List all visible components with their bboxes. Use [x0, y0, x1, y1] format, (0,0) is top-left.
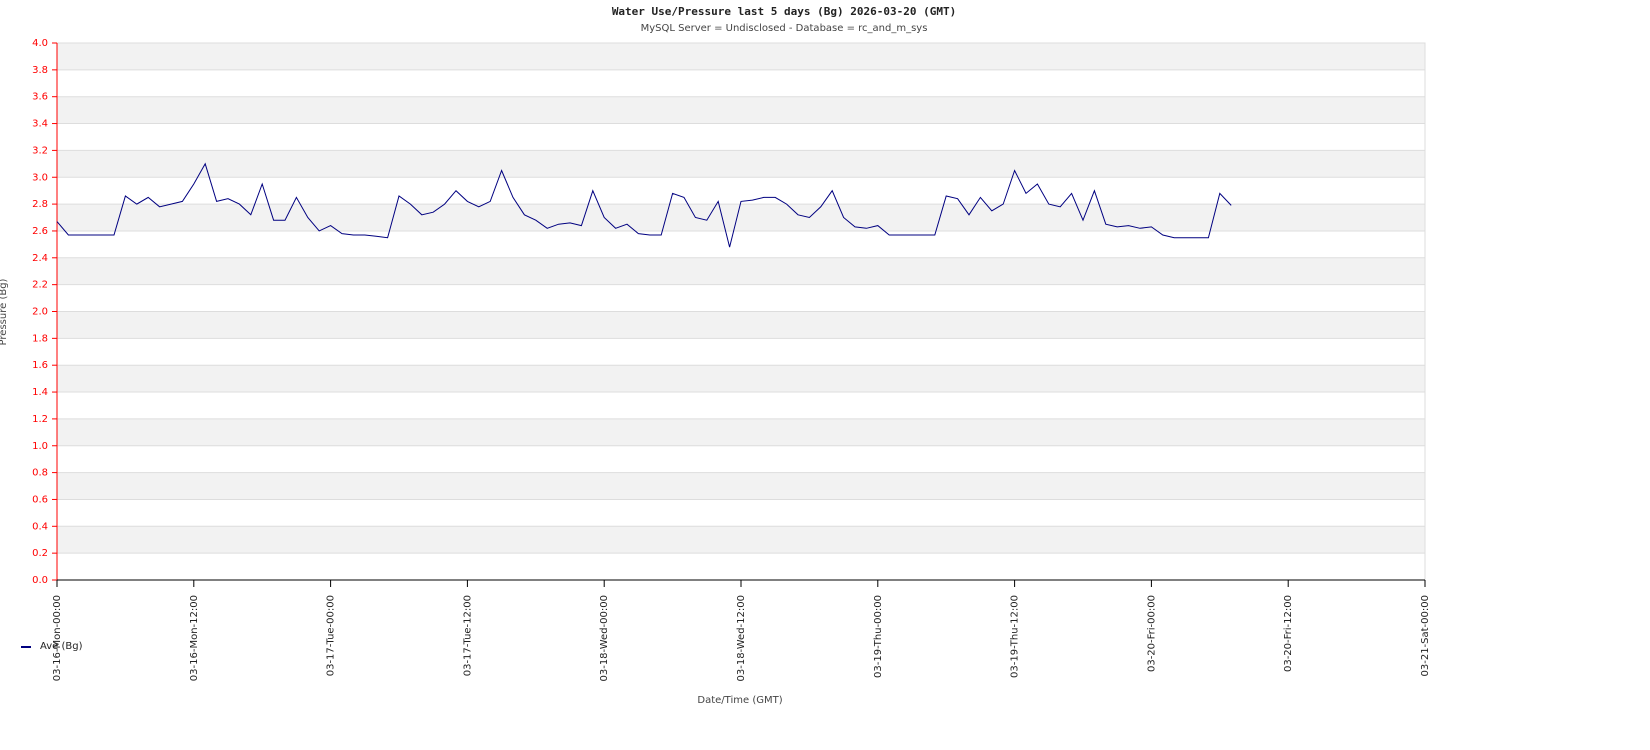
chart-title: Water Use/Pressure last 5 days (Bg) 2026… [612, 5, 956, 18]
y-tick-label: 0.2 [32, 548, 48, 559]
grid-band [57, 418, 1425, 446]
grid-band [57, 365, 1425, 393]
y-tick-label: 3.2 [32, 145, 48, 156]
x-tick-label: 03-19-Thu-12:00 [1010, 595, 1021, 678]
y-tick-label: 0.6 [32, 494, 48, 505]
grid-band [57, 150, 1425, 178]
grid-bands [57, 43, 1425, 580]
x-tick-label: 03-16-Mon-12:00 [189, 595, 200, 681]
grid-band [57, 499, 1425, 527]
x-tick-label: 03-19-Thu-00:00 [873, 595, 884, 678]
grid-band [57, 284, 1425, 312]
y-tick-label: 0.4 [32, 521, 48, 532]
x-tick-label: 03-17-Tue-00:00 [326, 595, 337, 676]
y-tick-label: 2.2 [32, 280, 48, 291]
chart-subtitle: MySQL Server = Undisclosed - Database = … [641, 23, 928, 34]
grid-band [57, 177, 1425, 205]
y-tick-label: 1.2 [32, 414, 48, 425]
x-tick-label: 03-21-Sat-00:00 [1420, 595, 1431, 677]
grid-band [57, 445, 1425, 473]
x-axis-label: Date/Time (GMT) [697, 695, 782, 706]
grid-band [57, 69, 1425, 97]
y-tick-label: 2.0 [32, 307, 48, 318]
grid-band [57, 96, 1425, 124]
x-tick-label: 03-16-Mon-00:00 [52, 595, 63, 681]
y-tick-label: 3.6 [32, 92, 48, 103]
legend-label: Ave (Bg) [40, 641, 83, 652]
y-tick-label: 3.4 [32, 119, 48, 130]
grid-band [57, 204, 1425, 231]
y-tick-label: 1.0 [32, 441, 48, 452]
x-tick-label: 03-17-Tue-12:00 [462, 595, 473, 676]
grid-band [57, 123, 1425, 151]
y-tick-label: 4.0 [32, 38, 48, 49]
y-axis-label: Pressure (Bg) [0, 278, 9, 345]
grid-band [57, 526, 1425, 554]
y-tick-label: 1.4 [32, 387, 48, 398]
x-tick-label: 03-20-Fri-12:00 [1283, 595, 1294, 672]
y-tick-label: 0.8 [32, 468, 48, 479]
x-tick-label: 03-20-Fri-00:00 [1146, 595, 1157, 672]
grid-band [57, 43, 1425, 70]
grid-band [57, 553, 1425, 580]
grid-band [57, 472, 1425, 500]
x-tick-label: 03-18-Wed-00:00 [599, 595, 610, 682]
grid-band [57, 338, 1425, 366]
y-tick-label: 2.4 [32, 253, 48, 264]
y-tick-label: 3.0 [32, 172, 48, 183]
y-tick-label: 1.8 [32, 333, 48, 344]
grid-band [57, 392, 1425, 419]
grid-band [57, 230, 1425, 258]
y-tick-label: 0.0 [32, 575, 48, 586]
x-tick-label: 03-18-Wed-12:00 [736, 595, 747, 682]
y-tick-label: 2.6 [32, 226, 48, 237]
y-tick-label: 2.8 [32, 199, 48, 210]
grid-band [57, 311, 1425, 339]
grid-band [57, 257, 1425, 285]
series-line [56, 162, 1232, 248]
y-tick-label: 1.6 [32, 360, 48, 371]
y-tick-label: 3.8 [32, 65, 48, 76]
